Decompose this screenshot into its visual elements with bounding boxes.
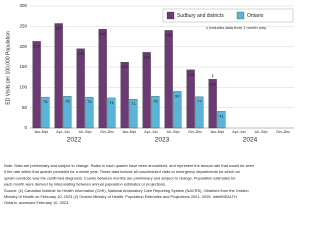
x-tick-label: Jul–Sep (79, 130, 92, 134)
x-tick-label: Oct–Dec (188, 130, 202, 134)
flag-marker: ‡ (211, 73, 214, 78)
bar (195, 96, 204, 129)
x-tick-label: Oct–Dec (100, 130, 114, 134)
data-label: 213 (33, 43, 40, 48)
x-tick-label: Apr–Jun (144, 130, 157, 134)
data-label: 78 (65, 98, 70, 103)
data-label: 195 (77, 51, 84, 56)
data-label: 243 (99, 31, 106, 36)
data-label: 71 (131, 101, 136, 106)
bar (76, 48, 85, 129)
data-label: 76 (87, 99, 92, 104)
y-tick-label: 300 (19, 3, 27, 8)
data-label: 74 (109, 100, 114, 105)
annotation: ‡ Includes data from 1 month only (206, 25, 266, 30)
x-group-label: 2024 (243, 137, 258, 144)
x-tick-label: Apr–Jun (56, 130, 69, 134)
data-label: 120 (209, 81, 216, 86)
bar (151, 96, 160, 129)
chart: ED Visits per 100,000 Population 0 50 100 1… (4, 3, 294, 206)
y-tick-label: 0 (24, 125, 27, 130)
bar (142, 52, 151, 129)
x-tick-label: Jan–Mar (210, 130, 225, 134)
x-group-label: 2022 (67, 137, 82, 144)
bar (120, 61, 129, 129)
note-line: each month were derived by interpolating… (4, 182, 166, 187)
x-tick-label: Jul–Sep (167, 130, 180, 134)
legend-swatch (236, 11, 245, 20)
note-line: Note: Data are preliminary and subject t… (4, 163, 254, 168)
y-axis-label: ED Visits per 100,000 Population (5, 31, 11, 105)
bar (208, 79, 217, 129)
legend-swatch (166, 11, 175, 20)
y-tick-label: 150 (19, 64, 27, 69)
x-tick-label: Jan–Mar (34, 130, 49, 134)
bar (41, 96, 50, 129)
note-line: Ontario, accessed February 10, 2023. (4, 200, 69, 205)
bar (54, 23, 63, 129)
note-line: Ministry of Health on February 10, 2023 … (4, 194, 237, 199)
data-label: 186 (143, 54, 150, 59)
data-label: 90 (175, 93, 180, 98)
data-label: 41 (219, 113, 224, 118)
y-tick-label: 50 (22, 105, 28, 110)
data-label: 77 (197, 99, 202, 104)
note-line: opioid overdose was the confirmed diagno… (4, 175, 236, 180)
data-label: 162 (121, 64, 128, 69)
bar (107, 97, 116, 129)
data-label: 257 (55, 26, 62, 31)
note-line: if the rate within that quarter persiste… (4, 169, 240, 174)
data-label: 76 (43, 99, 48, 104)
legend-label: Sudbury and districts (177, 13, 224, 19)
y-tick-label: 250 (19, 24, 27, 29)
x-tick-label: Jul–Sep (255, 130, 268, 134)
x-tick-label: Oct–Dec (276, 130, 290, 134)
data-label: 78 (153, 98, 158, 103)
x-tick-label: Apr–Jun (232, 130, 245, 134)
bar (129, 98, 138, 129)
bar (173, 91, 182, 129)
data-label: 240 (165, 32, 172, 37)
note-line: Source: (1) Canadian Institute for Healt… (4, 188, 249, 193)
legend-box (162, 8, 294, 23)
y-tick-label: 200 (19, 44, 27, 49)
bar (217, 111, 226, 129)
bar (164, 30, 173, 129)
legend-label: Ontario (247, 13, 264, 19)
bar (32, 41, 41, 129)
bar (186, 69, 195, 129)
data-label: 143 (187, 72, 194, 77)
x-group-label: 2023 (155, 137, 170, 144)
bar (98, 29, 107, 129)
bar (85, 96, 94, 129)
x-tick-label: Jan–Mar (122, 130, 137, 134)
y-tick-label: 100 (19, 85, 27, 90)
bar (63, 96, 72, 129)
